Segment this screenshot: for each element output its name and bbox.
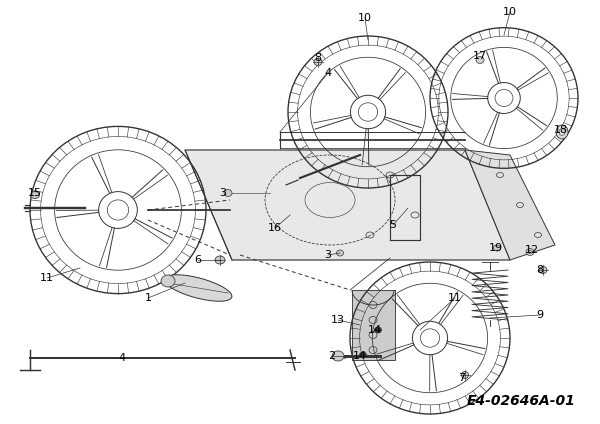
Ellipse shape [556, 125, 568, 139]
Text: 14: 14 [368, 325, 382, 335]
Text: 10: 10 [503, 7, 517, 17]
Ellipse shape [161, 275, 175, 287]
Text: 6: 6 [194, 255, 202, 265]
Text: 7: 7 [458, 373, 466, 383]
Text: 16: 16 [268, 223, 282, 233]
Text: 17: 17 [473, 51, 487, 61]
Text: 4: 4 [118, 353, 125, 363]
Ellipse shape [337, 250, 343, 256]
Ellipse shape [224, 190, 232, 196]
Text: 8: 8 [314, 53, 322, 63]
Text: 8: 8 [536, 265, 544, 275]
Text: 19: 19 [489, 243, 503, 253]
Text: 3: 3 [325, 250, 331, 260]
Text: 2: 2 [328, 351, 335, 361]
Text: 4: 4 [325, 68, 332, 78]
Text: 14: 14 [353, 351, 367, 361]
Text: 18: 18 [554, 125, 568, 135]
Text: 3: 3 [220, 188, 227, 198]
Ellipse shape [215, 256, 225, 264]
Polygon shape [465, 150, 555, 260]
Ellipse shape [539, 267, 547, 273]
Ellipse shape [31, 192, 40, 198]
Ellipse shape [164, 275, 232, 301]
Ellipse shape [526, 248, 534, 256]
Text: 5: 5 [389, 220, 397, 230]
Text: 9: 9 [536, 310, 544, 320]
Text: E4-02646A-01: E4-02646A-01 [466, 394, 575, 408]
Polygon shape [352, 290, 395, 360]
Ellipse shape [359, 352, 367, 358]
Ellipse shape [314, 59, 322, 65]
Text: 12: 12 [525, 245, 539, 255]
Ellipse shape [332, 351, 344, 361]
Ellipse shape [461, 371, 469, 379]
Ellipse shape [476, 56, 484, 64]
Text: 15: 15 [28, 188, 42, 198]
Text: 13: 13 [331, 315, 345, 325]
Ellipse shape [493, 245, 500, 251]
Text: 1: 1 [145, 293, 151, 303]
Text: 11: 11 [40, 273, 54, 283]
Ellipse shape [374, 327, 382, 333]
Polygon shape [185, 150, 510, 260]
Text: 11: 11 [448, 293, 462, 303]
Text: 10: 10 [358, 13, 372, 23]
